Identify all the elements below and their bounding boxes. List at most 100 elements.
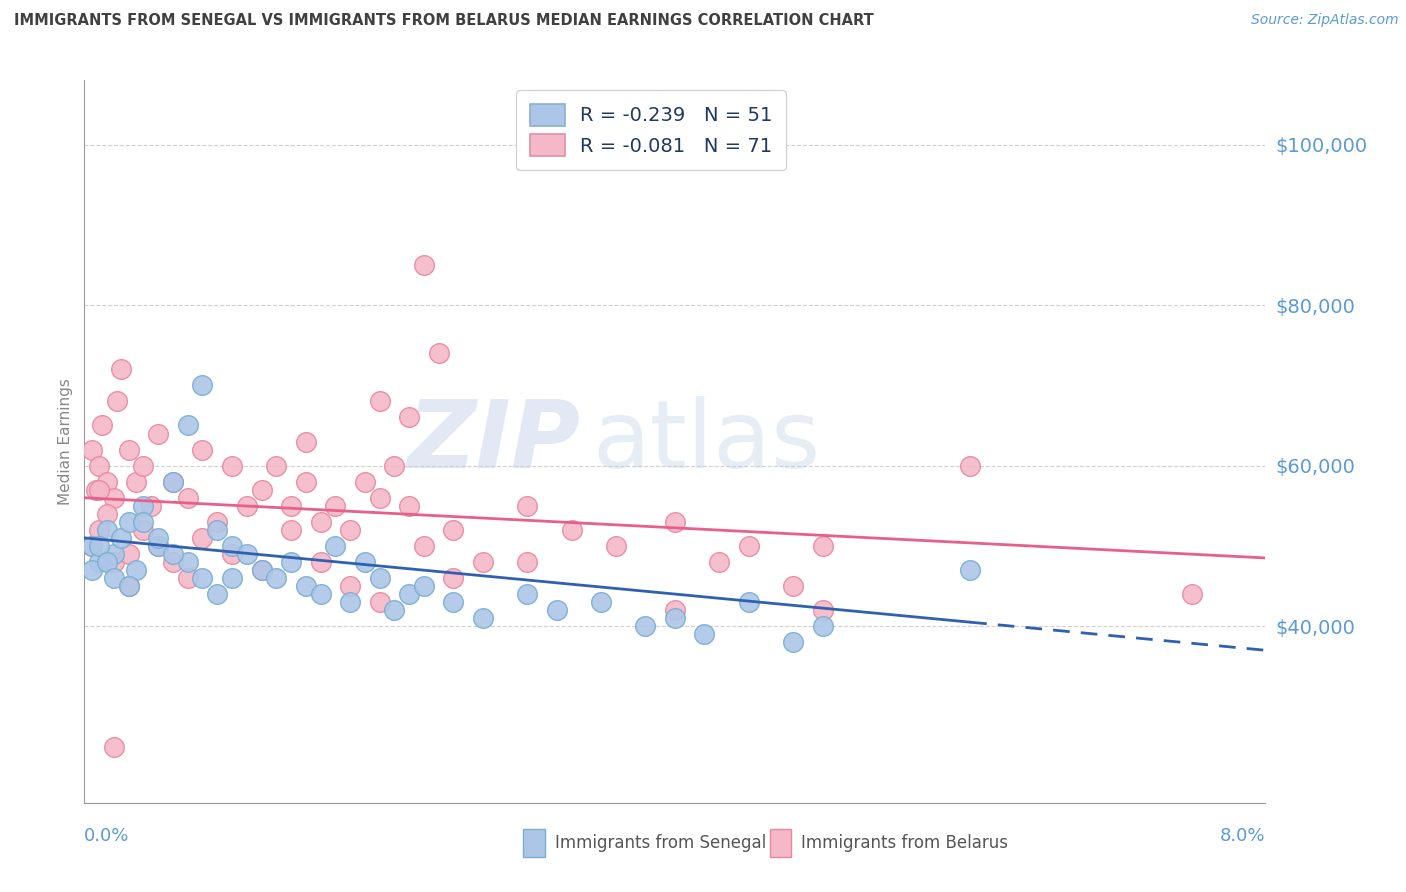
Point (103, 547, 125, 561)
Point (384, 458, 406, 473)
Point (96, 475, 118, 489)
Point (664, 611, 686, 625)
Point (162, 475, 184, 489)
Point (118, 442, 141, 457)
Point (148, 539, 170, 553)
Point (191, 531, 214, 545)
Point (87, 539, 111, 553)
Point (162, 547, 184, 561)
Text: 0.0%: 0.0% (84, 827, 129, 845)
Point (191, 378, 214, 392)
Point (118, 579, 141, 593)
Point (738, 595, 761, 609)
Point (634, 619, 657, 633)
Point (162, 555, 184, 569)
Point (413, 539, 436, 553)
Point (148, 539, 170, 553)
Point (413, 258, 436, 272)
Text: atlas: atlas (592, 395, 821, 488)
Point (325, 539, 347, 553)
Point (221, 547, 243, 561)
Text: Immigrants from Senegal: Immigrants from Senegal (555, 834, 766, 852)
Point (368, 595, 391, 609)
Point (295, 434, 318, 449)
Text: IMMIGRANTS FROM SENEGAL VS IMMIGRANTS FROM BELARUS MEDIAN EARNINGS CORRELATION C: IMMIGRANTS FROM SENEGAL VS IMMIGRANTS FR… (14, 13, 873, 29)
Point (280, 499, 302, 513)
Point (368, 571, 391, 585)
Point (782, 579, 804, 593)
Point (811, 603, 834, 617)
Point (162, 475, 184, 489)
Point (443, 595, 465, 609)
Point (664, 603, 686, 617)
Point (191, 442, 214, 457)
Point (87, 523, 111, 537)
Point (605, 539, 627, 553)
Point (235, 499, 259, 513)
Point (546, 603, 568, 617)
Point (207, 515, 229, 529)
Point (132, 515, 155, 529)
Point (103, 571, 125, 585)
Text: 8.0%: 8.0% (1220, 827, 1265, 845)
Point (177, 571, 200, 585)
Point (132, 499, 155, 513)
Point (413, 579, 436, 593)
Point (96, 523, 118, 537)
Point (110, 362, 132, 376)
Point (516, 499, 538, 513)
Point (295, 579, 318, 593)
Point (693, 627, 716, 641)
Point (103, 555, 125, 569)
Point (516, 555, 538, 569)
Legend: R = -0.239   N = 51, R = -0.081   N = 71: R = -0.239 N = 51, R = -0.081 N = 71 (516, 90, 786, 169)
Point (148, 531, 170, 545)
Point (87, 458, 111, 473)
Point (309, 515, 332, 529)
Point (221, 539, 243, 553)
Point (96, 507, 118, 521)
Point (664, 515, 686, 529)
Point (280, 555, 302, 569)
Point (177, 418, 200, 433)
Point (250, 563, 273, 577)
Point (235, 547, 259, 561)
Point (177, 491, 200, 505)
Point (339, 523, 361, 537)
Point (782, 635, 804, 649)
Point (207, 587, 229, 601)
Point (110, 531, 132, 545)
Point (118, 515, 141, 529)
Text: Source: ZipAtlas.com: Source: ZipAtlas.com (1251, 13, 1399, 28)
Point (132, 458, 155, 473)
Point (103, 739, 125, 754)
Point (118, 579, 141, 593)
Point (80, 539, 103, 553)
Point (105, 394, 128, 409)
Point (264, 458, 288, 473)
Point (118, 547, 141, 561)
Point (80, 539, 103, 553)
Point (221, 458, 243, 473)
Y-axis label: Median Earnings: Median Earnings (58, 378, 73, 505)
Point (354, 555, 377, 569)
Point (80, 442, 103, 457)
Point (103, 491, 125, 505)
Point (959, 458, 981, 473)
Text: Immigrants from Belarus: Immigrants from Belarus (801, 834, 1008, 852)
Point (368, 491, 391, 505)
Point (738, 539, 761, 553)
Point (91, 418, 114, 433)
Point (472, 555, 495, 569)
Point (443, 523, 465, 537)
Point (280, 523, 302, 537)
Point (309, 587, 332, 601)
Point (384, 603, 406, 617)
Point (339, 595, 361, 609)
Point (250, 483, 273, 497)
Point (398, 587, 420, 601)
Point (427, 346, 450, 360)
Point (96, 555, 118, 569)
Point (339, 579, 361, 593)
Point (139, 499, 162, 513)
